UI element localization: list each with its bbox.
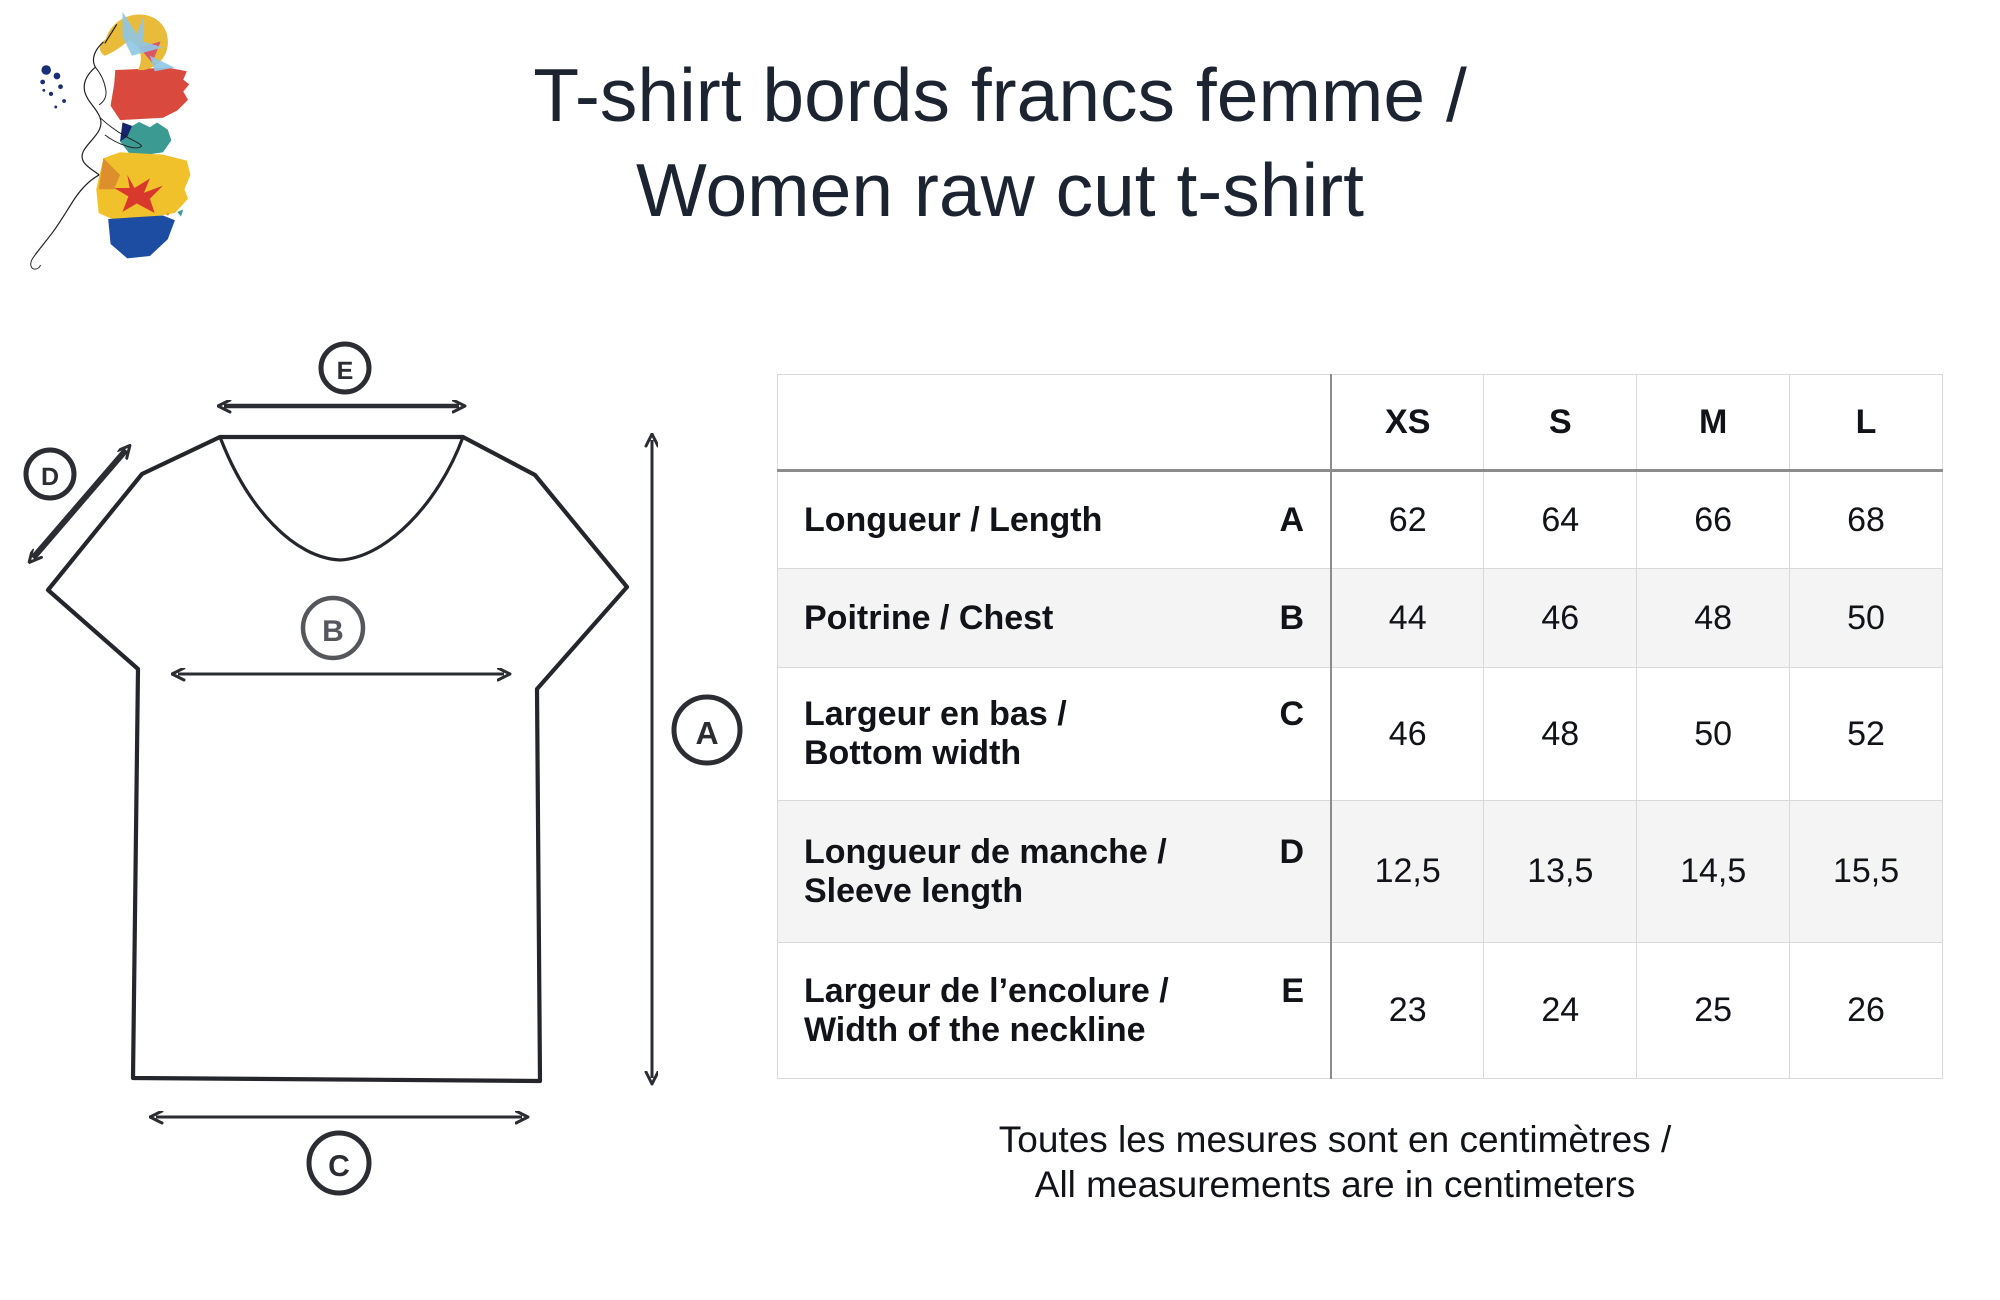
svg-text:A: A xyxy=(695,715,718,751)
svg-text:D: D xyxy=(41,463,59,491)
svg-text:E: E xyxy=(337,357,354,385)
svg-text:B: B xyxy=(322,615,344,648)
svg-text:C: C xyxy=(328,1150,350,1183)
